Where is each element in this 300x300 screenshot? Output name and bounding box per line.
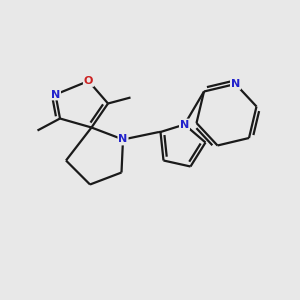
Text: N: N <box>180 119 189 130</box>
Text: N: N <box>231 79 240 89</box>
Text: N: N <box>51 89 60 100</box>
Text: O: O <box>84 76 93 86</box>
Text: N: N <box>118 134 127 145</box>
